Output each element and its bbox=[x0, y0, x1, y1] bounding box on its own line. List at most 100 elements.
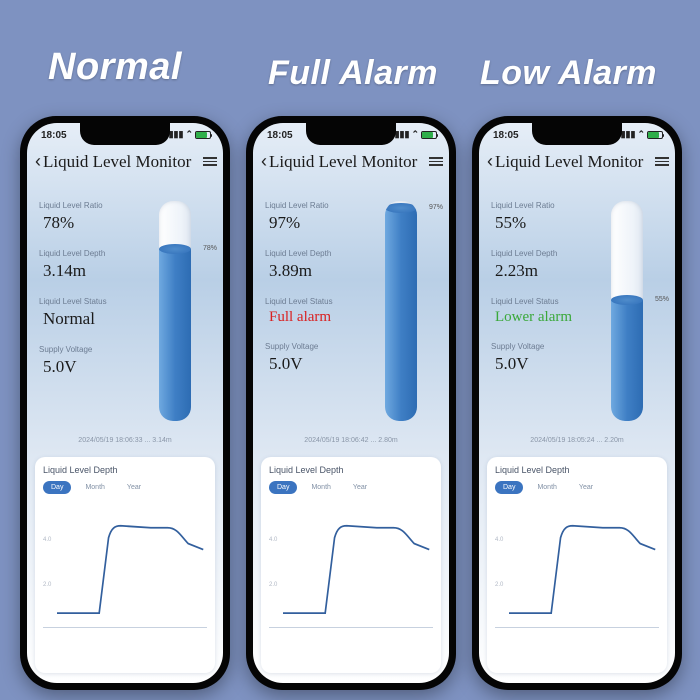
y-tick: 2.0 bbox=[43, 582, 51, 588]
status-value: Lower alarm bbox=[491, 309, 597, 326]
tab-month[interactable]: Month bbox=[303, 481, 338, 494]
tab-month[interactable]: Month bbox=[77, 481, 112, 494]
voltage-value: 5.0V bbox=[39, 357, 145, 377]
tank-fill bbox=[385, 208, 417, 421]
voltage-label: Supply Voltage bbox=[39, 345, 145, 354]
menu-icon[interactable] bbox=[429, 157, 443, 166]
ratio-label: Liquid Level Ratio bbox=[491, 201, 597, 210]
clock: 18:05 bbox=[267, 130, 293, 141]
phone-full-alarm: 18:05 ▮▮▮ ⌃ ‹ Liquid Level Monitor Liqui… bbox=[246, 116, 456, 690]
chart-area: 4.0 2.0 bbox=[495, 498, 659, 628]
y-tick: 4.0 bbox=[43, 537, 51, 543]
tank-gauge bbox=[385, 201, 417, 421]
clock: 18:05 bbox=[41, 130, 67, 141]
status-label: Liquid Level Status bbox=[265, 297, 371, 306]
signal-icon: ▮▮▮ bbox=[621, 130, 636, 139]
notch bbox=[306, 123, 396, 145]
voltage-value: 5.0V bbox=[491, 354, 597, 374]
nav-bar: ‹ Liquid Level Monitor bbox=[253, 151, 449, 172]
tab-day[interactable]: Day bbox=[495, 481, 523, 494]
phone-low-alarm: 18:05 ▮▮▮ ⌃ ‹ Liquid Level Monitor Liqui… bbox=[472, 116, 682, 690]
depth-value: 3.14m bbox=[39, 261, 145, 281]
tank-fill bbox=[159, 249, 191, 421]
screen: 18:05 ▮▮▮ ⌃ ‹ Liquid Level Monitor Liqui… bbox=[27, 123, 223, 683]
page-title: Liquid Level Monitor bbox=[43, 152, 203, 172]
status-value: Full alarm bbox=[265, 309, 371, 326]
tab-day[interactable]: Day bbox=[269, 481, 297, 494]
metrics-panel: Liquid Level Ratio 97% Liquid Level Dept… bbox=[265, 201, 371, 390]
depth-value: 2.23m bbox=[491, 261, 597, 281]
chart-tabs: Day Month Year bbox=[43, 481, 207, 494]
tank-fill-label: 78% bbox=[203, 245, 217, 252]
chart-tabs: Day Month Year bbox=[495, 481, 659, 494]
phone-normal: 18:05 ▮▮▮ ⌃ ‹ Liquid Level Monitor Liqui… bbox=[20, 116, 230, 690]
metrics-panel: Liquid Level Ratio 55% Liquid Level Dept… bbox=[491, 201, 597, 390]
nav-bar: ‹ Liquid Level Monitor bbox=[27, 151, 223, 172]
timestamp: 2024/05/19 18:06:33 ... 3.14m bbox=[27, 437, 223, 444]
y-tick: 4.0 bbox=[269, 537, 277, 543]
line-chart bbox=[57, 498, 207, 627]
tank-fill-label: 55% bbox=[655, 296, 669, 303]
battery-icon bbox=[647, 131, 663, 139]
status-value: Normal bbox=[39, 309, 145, 329]
depth-value: 3.89m bbox=[265, 261, 371, 281]
y-tick: 2.0 bbox=[269, 582, 277, 588]
chart-area: 4.0 2.0 bbox=[269, 498, 433, 628]
battery-icon bbox=[195, 131, 211, 139]
back-button[interactable]: ‹ bbox=[259, 151, 269, 172]
y-tick: 4.0 bbox=[495, 537, 503, 543]
infographic-stage: Normal Full Alarm Low Alarm 18:05 ▮▮▮ ⌃ … bbox=[0, 0, 700, 700]
voltage-label: Supply Voltage bbox=[491, 342, 597, 351]
chart-card: Liquid Level Depth Day Month Year 4.0 2.… bbox=[261, 457, 441, 673]
depth-label: Liquid Level Depth bbox=[491, 249, 597, 258]
tab-year[interactable]: Year bbox=[345, 481, 375, 494]
tank-fill bbox=[611, 300, 643, 421]
tab-month[interactable]: Month bbox=[529, 481, 564, 494]
back-button[interactable]: ‹ bbox=[33, 151, 43, 172]
metrics-panel: Liquid Level Ratio 78% Liquid Level Dept… bbox=[39, 201, 145, 393]
ratio-value: 55% bbox=[491, 213, 597, 233]
tab-year[interactable]: Year bbox=[119, 481, 149, 494]
menu-icon[interactable] bbox=[655, 157, 669, 166]
status-label: Liquid Level Status bbox=[491, 297, 597, 306]
depth-label: Liquid Level Depth bbox=[265, 249, 371, 258]
menu-icon[interactable] bbox=[203, 157, 217, 166]
wifi-icon: ⌃ bbox=[185, 130, 193, 139]
tab-year[interactable]: Year bbox=[571, 481, 601, 494]
ratio-value: 78% bbox=[39, 213, 145, 233]
tank-gauge bbox=[159, 201, 191, 421]
chart-title: Liquid Level Depth bbox=[269, 465, 433, 475]
chart-card: Liquid Level Depth Day Month Year 4.0 2.… bbox=[487, 457, 667, 673]
page-title: Liquid Level Monitor bbox=[269, 152, 429, 172]
ratio-value: 97% bbox=[265, 213, 371, 233]
timestamp: 2024/05/19 18:06:42 ... 2.80m bbox=[253, 437, 449, 444]
heading-full-alarm: Full Alarm bbox=[268, 54, 438, 93]
chart-area: 4.0 2.0 bbox=[43, 498, 207, 628]
voltage-label: Supply Voltage bbox=[265, 342, 371, 351]
voltage-value: 5.0V bbox=[265, 354, 371, 374]
ratio-label: Liquid Level Ratio bbox=[39, 201, 145, 210]
notch bbox=[532, 123, 622, 145]
tank-fill-label: 97% bbox=[429, 204, 443, 211]
heading-low-alarm: Low Alarm bbox=[480, 54, 657, 93]
y-tick: 2.0 bbox=[495, 582, 503, 588]
back-button[interactable]: ‹ bbox=[485, 151, 495, 172]
chart-tabs: Day Month Year bbox=[269, 481, 433, 494]
clock: 18:05 bbox=[493, 130, 519, 141]
battery-icon bbox=[421, 131, 437, 139]
tank-gauge bbox=[611, 201, 643, 421]
heading-normal: Normal bbox=[48, 46, 182, 89]
status-label: Liquid Level Status bbox=[39, 297, 145, 306]
signal-icon: ▮▮▮ bbox=[169, 130, 184, 139]
wifi-icon: ⌃ bbox=[637, 130, 645, 139]
chart-title: Liquid Level Depth bbox=[495, 465, 659, 475]
tab-day[interactable]: Day bbox=[43, 481, 71, 494]
wifi-icon: ⌃ bbox=[411, 130, 419, 139]
chart-title: Liquid Level Depth bbox=[43, 465, 207, 475]
screen: 18:05 ▮▮▮ ⌃ ‹ Liquid Level Monitor Liqui… bbox=[479, 123, 675, 683]
notch bbox=[80, 123, 170, 145]
nav-bar: ‹ Liquid Level Monitor bbox=[479, 151, 675, 172]
page-title: Liquid Level Monitor bbox=[495, 152, 655, 172]
screen: 18:05 ▮▮▮ ⌃ ‹ Liquid Level Monitor Liqui… bbox=[253, 123, 449, 683]
line-chart bbox=[283, 498, 433, 627]
